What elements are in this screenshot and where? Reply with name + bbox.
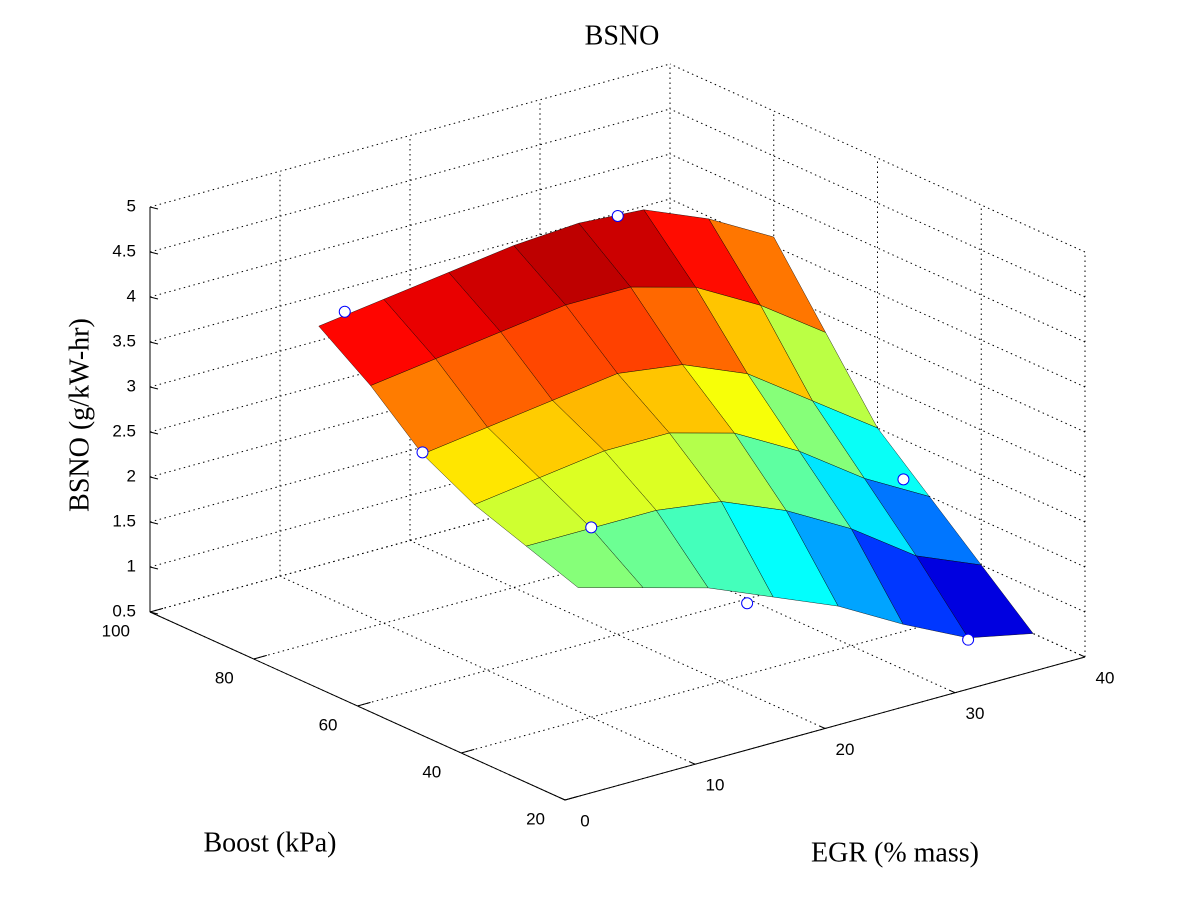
data-point — [611, 210, 624, 222]
y-tick-label: 20 — [526, 809, 545, 828]
z-tick-label: 5 — [127, 196, 136, 215]
tick-mark — [149, 206, 159, 210]
surface — [318, 209, 1034, 639]
tick-mark — [559, 797, 566, 801]
tick-mark — [1079, 654, 1086, 658]
grid-line — [669, 378, 1086, 568]
y-tick-label: 60 — [319, 715, 338, 734]
z-tick-label: 2 — [127, 466, 136, 485]
data-point — [585, 521, 598, 534]
tick-mark — [149, 566, 159, 570]
tick-mark — [149, 611, 159, 615]
tick-mark — [253, 654, 267, 660]
grid-line — [669, 333, 1086, 523]
x-tick-label: 20 — [836, 740, 855, 759]
x-tick-label: 40 — [1096, 668, 1115, 687]
data-point — [416, 446, 429, 459]
y-tick-label: 80 — [215, 668, 234, 687]
tick-mark — [149, 386, 159, 390]
grid-line — [669, 288, 1086, 478]
z-tick-label: 1.5 — [112, 511, 136, 530]
z-tick-label: 3.5 — [112, 331, 136, 350]
tick-mark — [149, 341, 159, 345]
tick-mark — [149, 607, 164, 613]
y-tick-label: 100 — [102, 621, 130, 640]
grid-line — [669, 423, 1086, 613]
tick-mark — [357, 701, 371, 707]
data-point — [897, 473, 910, 486]
x-axis-label: EGR (% mass) — [811, 837, 979, 868]
x-tick-label: 10 — [706, 776, 725, 795]
grid-line — [669, 243, 1086, 433]
x-tick-label: 0 — [580, 811, 589, 830]
y-tick-label: 40 — [422, 762, 441, 781]
z-axis-label: BSNO (g/kW-hr) — [64, 318, 95, 512]
z-tick-label: 3 — [127, 376, 136, 395]
grid-line — [669, 198, 1086, 388]
tick-mark — [149, 431, 159, 435]
data-point — [962, 633, 975, 646]
grid-line — [669, 108, 1086, 298]
z-tick-label: 4 — [127, 286, 136, 305]
tick-mark — [149, 296, 159, 300]
z-tick-label: 2.5 — [112, 421, 136, 440]
x-tick-label: 30 — [966, 704, 985, 723]
z-tick-label: 0.5 — [112, 601, 136, 620]
grid-line — [279, 575, 696, 765]
z-tick-label: 4.5 — [112, 241, 136, 260]
grid-line — [409, 540, 826, 729]
chart-title: BSNO — [585, 20, 660, 51]
tick-mark — [461, 748, 475, 754]
tick-mark — [689, 761, 696, 765]
grid-line — [669, 63, 1086, 253]
tick-mark — [149, 251, 159, 255]
tick-mark — [564, 795, 579, 801]
axes: 0.5 1 1.5 2 2.5 3 3.5 4 4.5 5 0 10 20 30 40 20 40 60 80 100 — [102, 196, 1115, 830]
z-tick-label: 1 — [127, 556, 136, 575]
tick-mark — [819, 725, 826, 729]
grid-line — [669, 153, 1086, 343]
tick-mark — [149, 521, 159, 525]
tick-mark — [949, 689, 956, 694]
y-axis-label: Boost (kPa) — [204, 827, 337, 858]
data-point — [741, 597, 754, 610]
tick-mark — [149, 476, 159, 480]
grid-line — [539, 504, 956, 694]
data-point — [338, 305, 351, 318]
